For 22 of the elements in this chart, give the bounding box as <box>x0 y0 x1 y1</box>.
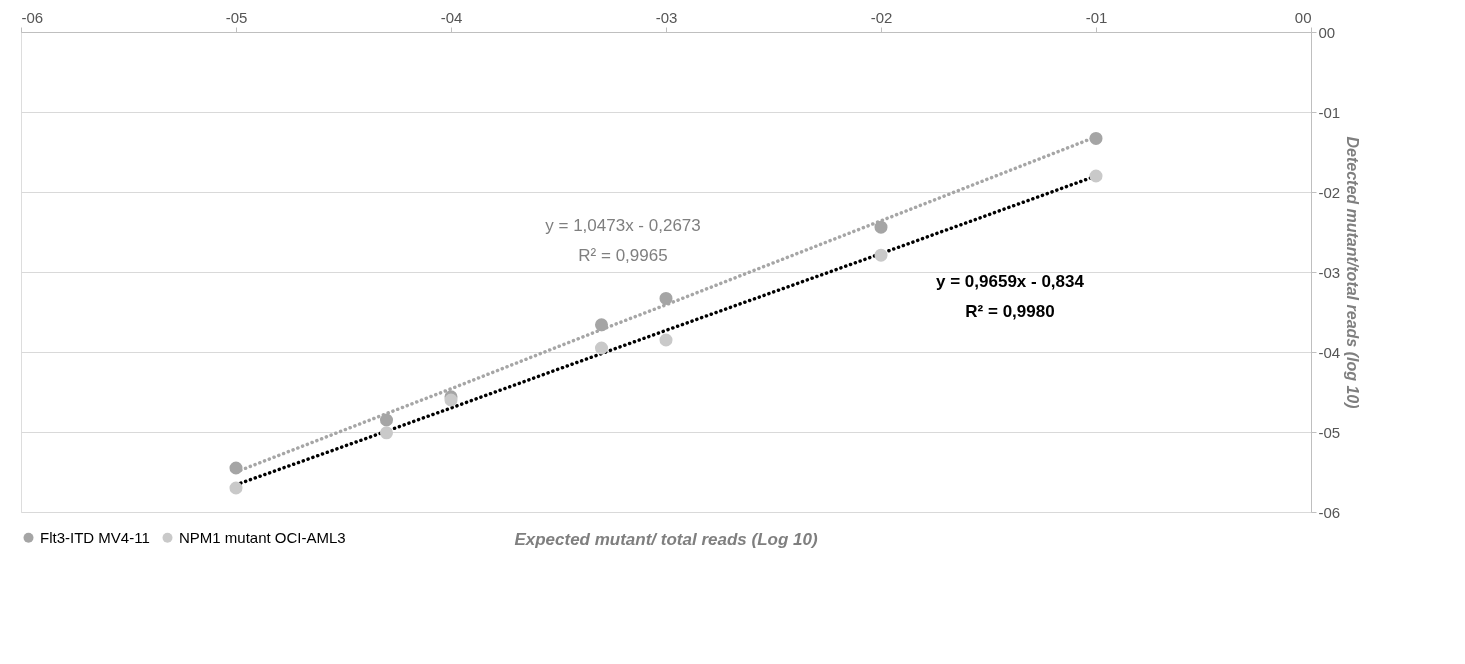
x-tick-label: -01 <box>1085 8 1108 26</box>
x-tick-label: -02 <box>870 8 893 26</box>
x-tick-label: -04 <box>440 8 463 26</box>
x-axis-title: Expected mutant/ total reads (Log 10) <box>514 530 818 549</box>
legend-label: NPM1 mutant OCI-AML3 <box>179 528 346 546</box>
x-tick-label: 00 <box>1294 8 1312 26</box>
y-tick-label: -06 <box>1318 503 1341 521</box>
x-tick-label: -06 <box>21 8 44 26</box>
x-tick-label: -05 <box>225 8 248 26</box>
y-axis-title: Detected mutant/total reads (log 10) <box>1344 136 1362 409</box>
y-tick-label: -03 <box>1318 263 1341 281</box>
legend-label: Flt3-ITD MV4-11 <box>40 528 150 546</box>
y-tick-label: -02 <box>1318 183 1341 201</box>
x-tick-label: -03 <box>655 8 678 26</box>
y-tick-label: 00 <box>1318 23 1336 41</box>
annotation: y = 0,9659x - 0,834 <box>936 271 1085 291</box>
y-tick-label: -04 <box>1318 343 1341 361</box>
annotation: R² = 0,9980 <box>965 301 1055 321</box>
annotation: R² = 0,9965 <box>578 246 668 266</box>
y-tick-label: -01 <box>1318 103 1341 121</box>
y-tick-label: -05 <box>1318 423 1341 441</box>
annotation: y = 1,0473x - 0,2673 <box>545 216 701 236</box>
